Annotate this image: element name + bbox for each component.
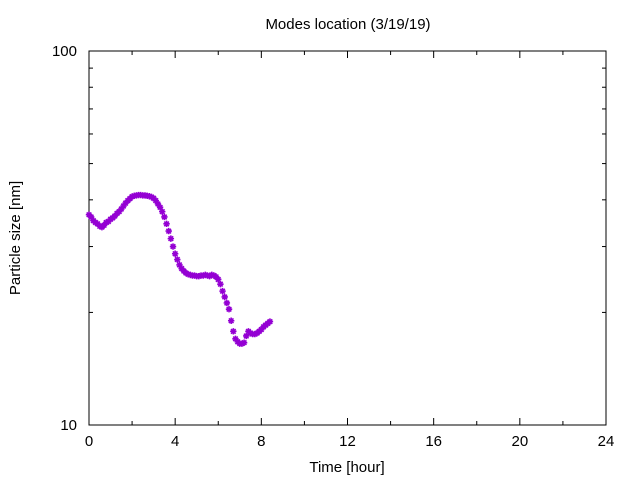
y-tick-label: 10 bbox=[60, 417, 77, 434]
x-tick-label: 12 bbox=[339, 433, 356, 450]
data-point bbox=[169, 243, 177, 250]
axis-tick-labels: 0 4 8 12 16 20 24 10 100 bbox=[52, 43, 614, 450]
data-point bbox=[238, 340, 246, 347]
data-point bbox=[230, 328, 237, 335]
data-point bbox=[120, 202, 127, 210]
y-axis-label: Particle size [nm] bbox=[7, 181, 24, 295]
data-point bbox=[111, 212, 119, 220]
data-point bbox=[225, 305, 233, 313]
data-point bbox=[176, 261, 183, 269]
data-point bbox=[118, 205, 125, 213]
data-point bbox=[103, 219, 110, 226]
data-point bbox=[247, 329, 254, 337]
data-point bbox=[152, 197, 159, 204]
data-point bbox=[96, 223, 103, 230]
data-point bbox=[212, 273, 220, 281]
data-point bbox=[232, 335, 239, 343]
data-point bbox=[122, 199, 129, 207]
data-point bbox=[159, 208, 166, 215]
plot-frame bbox=[88, 50, 607, 426]
data-point bbox=[156, 204, 164, 211]
data-point bbox=[266, 318, 274, 325]
data-point bbox=[174, 256, 181, 263]
data-point bbox=[115, 208, 123, 215]
data-point bbox=[161, 213, 168, 221]
data-point bbox=[251, 330, 259, 338]
y-tick-label: 100 bbox=[52, 43, 77, 60]
data-point bbox=[154, 200, 162, 208]
x-tick-label: 20 bbox=[511, 433, 528, 450]
data-point bbox=[100, 222, 108, 229]
x-tick-label: 24 bbox=[598, 433, 615, 450]
x-axis-label: Time [hour] bbox=[309, 459, 384, 476]
data-point bbox=[240, 339, 248, 346]
data-point bbox=[167, 235, 175, 242]
axis-ticks bbox=[88, 51, 607, 425]
data-point bbox=[215, 276, 222, 283]
x-tick-label: 8 bbox=[257, 433, 265, 450]
x-tick-label: 16 bbox=[425, 433, 442, 450]
data-point bbox=[163, 220, 170, 228]
data-point bbox=[178, 265, 185, 272]
data-point bbox=[258, 326, 265, 333]
data-point bbox=[165, 227, 172, 235]
data-point bbox=[243, 332, 250, 340]
data-point bbox=[217, 280, 224, 288]
data-point bbox=[227, 317, 235, 324]
data-point bbox=[87, 213, 95, 221]
x-tick-label: 0 bbox=[85, 433, 93, 450]
chart-title: Modes location (3/19/19) bbox=[265, 16, 430, 33]
data-point bbox=[221, 293, 228, 301]
data-point bbox=[171, 250, 179, 257]
data-point bbox=[223, 299, 231, 307]
x-tick-label: 4 bbox=[171, 433, 179, 450]
data-point bbox=[219, 287, 226, 295]
data-points bbox=[85, 191, 274, 347]
